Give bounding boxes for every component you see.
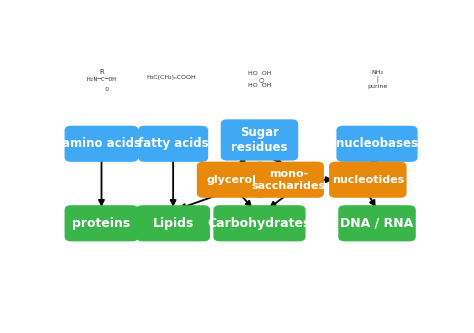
Text: H₃C(CH₂)ₙCOOH: H₃C(CH₂)ₙCOOH — [146, 75, 196, 80]
FancyBboxPatch shape — [64, 126, 138, 162]
FancyBboxPatch shape — [197, 162, 267, 198]
Text: proteins: proteins — [73, 217, 131, 230]
Text: fatty acids: fatty acids — [138, 137, 209, 150]
Text: HO  OH
  ○
HO  OH: HO OH ○ HO OH — [248, 71, 271, 88]
Text: R: R — [99, 69, 104, 75]
Text: Sugar
residues: Sugar residues — [231, 126, 288, 154]
Text: glycerol: glycerol — [207, 175, 257, 185]
FancyBboxPatch shape — [138, 126, 208, 162]
Text: H₂N─C─OH: H₂N─C─OH — [86, 77, 117, 82]
FancyBboxPatch shape — [254, 162, 324, 198]
Text: Carbohydrates: Carbohydrates — [208, 217, 311, 230]
Text: nucleobases: nucleobases — [336, 137, 418, 150]
Text: O: O — [94, 88, 109, 93]
Text: mono-
saccharides: mono- saccharides — [252, 169, 326, 190]
FancyBboxPatch shape — [329, 162, 407, 198]
Text: NH₂
│
purine: NH₂ │ purine — [367, 70, 387, 89]
Text: nucleotides: nucleotides — [332, 175, 404, 185]
FancyBboxPatch shape — [221, 119, 298, 161]
Text: amino acids: amino acids — [62, 137, 141, 150]
Text: Lipids: Lipids — [153, 217, 194, 230]
FancyBboxPatch shape — [337, 126, 418, 162]
FancyBboxPatch shape — [64, 205, 138, 241]
Text: DNA / RNA: DNA / RNA — [340, 217, 414, 230]
FancyBboxPatch shape — [338, 205, 416, 241]
FancyBboxPatch shape — [213, 205, 306, 241]
FancyBboxPatch shape — [136, 205, 210, 241]
